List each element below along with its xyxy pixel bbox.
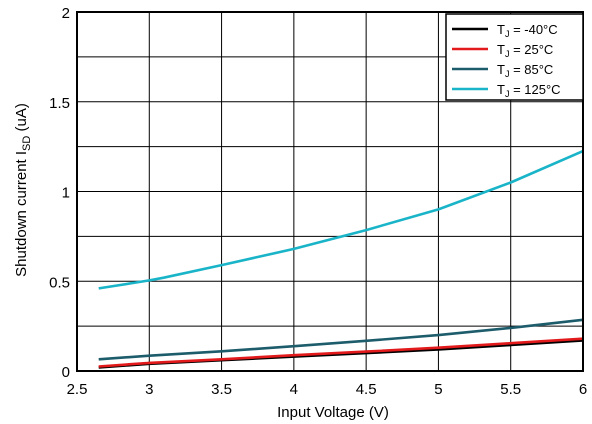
series-lines bbox=[98, 149, 584, 369]
x-axis-label: Input Voltage (V) bbox=[277, 404, 389, 421]
x-tick-label-0: 2.5 bbox=[67, 381, 88, 398]
x-tick-label-2: 3.5 bbox=[211, 381, 232, 398]
y-axis-label-sub: SD bbox=[21, 136, 33, 151]
legend-label-0: TJ = -40°C bbox=[497, 22, 558, 39]
y-axis-label: Shutdown current ISD (uA) bbox=[13, 103, 33, 277]
y-axis-label-unit: (uA) bbox=[13, 103, 30, 136]
plot-frame bbox=[76, 11, 584, 372]
legend-label-1: TJ = 25°C bbox=[497, 42, 553, 59]
y-tick-label-0: 0 bbox=[62, 364, 70, 381]
y-tick-label-1: 0.5 bbox=[49, 274, 70, 291]
series-line-1 bbox=[98, 337, 584, 368]
x-tick-label-5: 5 bbox=[434, 381, 442, 398]
x-tick-label-1: 3 bbox=[145, 381, 153, 398]
x-tick-label-3: 4 bbox=[290, 381, 298, 398]
y-tick-labels: 0 0.5 1 1.5 2 bbox=[49, 5, 70, 381]
y-axis-label-main: Shutdown current I bbox=[13, 151, 30, 277]
legend-label-2: TJ = 85°C bbox=[497, 62, 553, 79]
x-tick-labels: 2.5 3 3.5 4 4.5 5 5.5 6 bbox=[67, 381, 588, 398]
x-tick-label-4: 4.5 bbox=[356, 381, 377, 398]
series-line-3 bbox=[98, 149, 584, 290]
y-tick-label-3: 1.5 bbox=[49, 95, 70, 112]
series-line-2 bbox=[98, 318, 584, 361]
x-tick-label-6: 5.5 bbox=[500, 381, 521, 398]
legend-box bbox=[445, 13, 584, 101]
legend: TJ = -40°C TJ = 25°C TJ = 85°C TJ = 125°C bbox=[445, 13, 584, 101]
y-tick-label-4: 2 bbox=[62, 5, 70, 22]
y-tick-label-2: 1 bbox=[62, 185, 70, 202]
x-tick-label-7: 6 bbox=[579, 381, 587, 398]
legend-label-3: TJ = 125°C bbox=[497, 82, 561, 99]
